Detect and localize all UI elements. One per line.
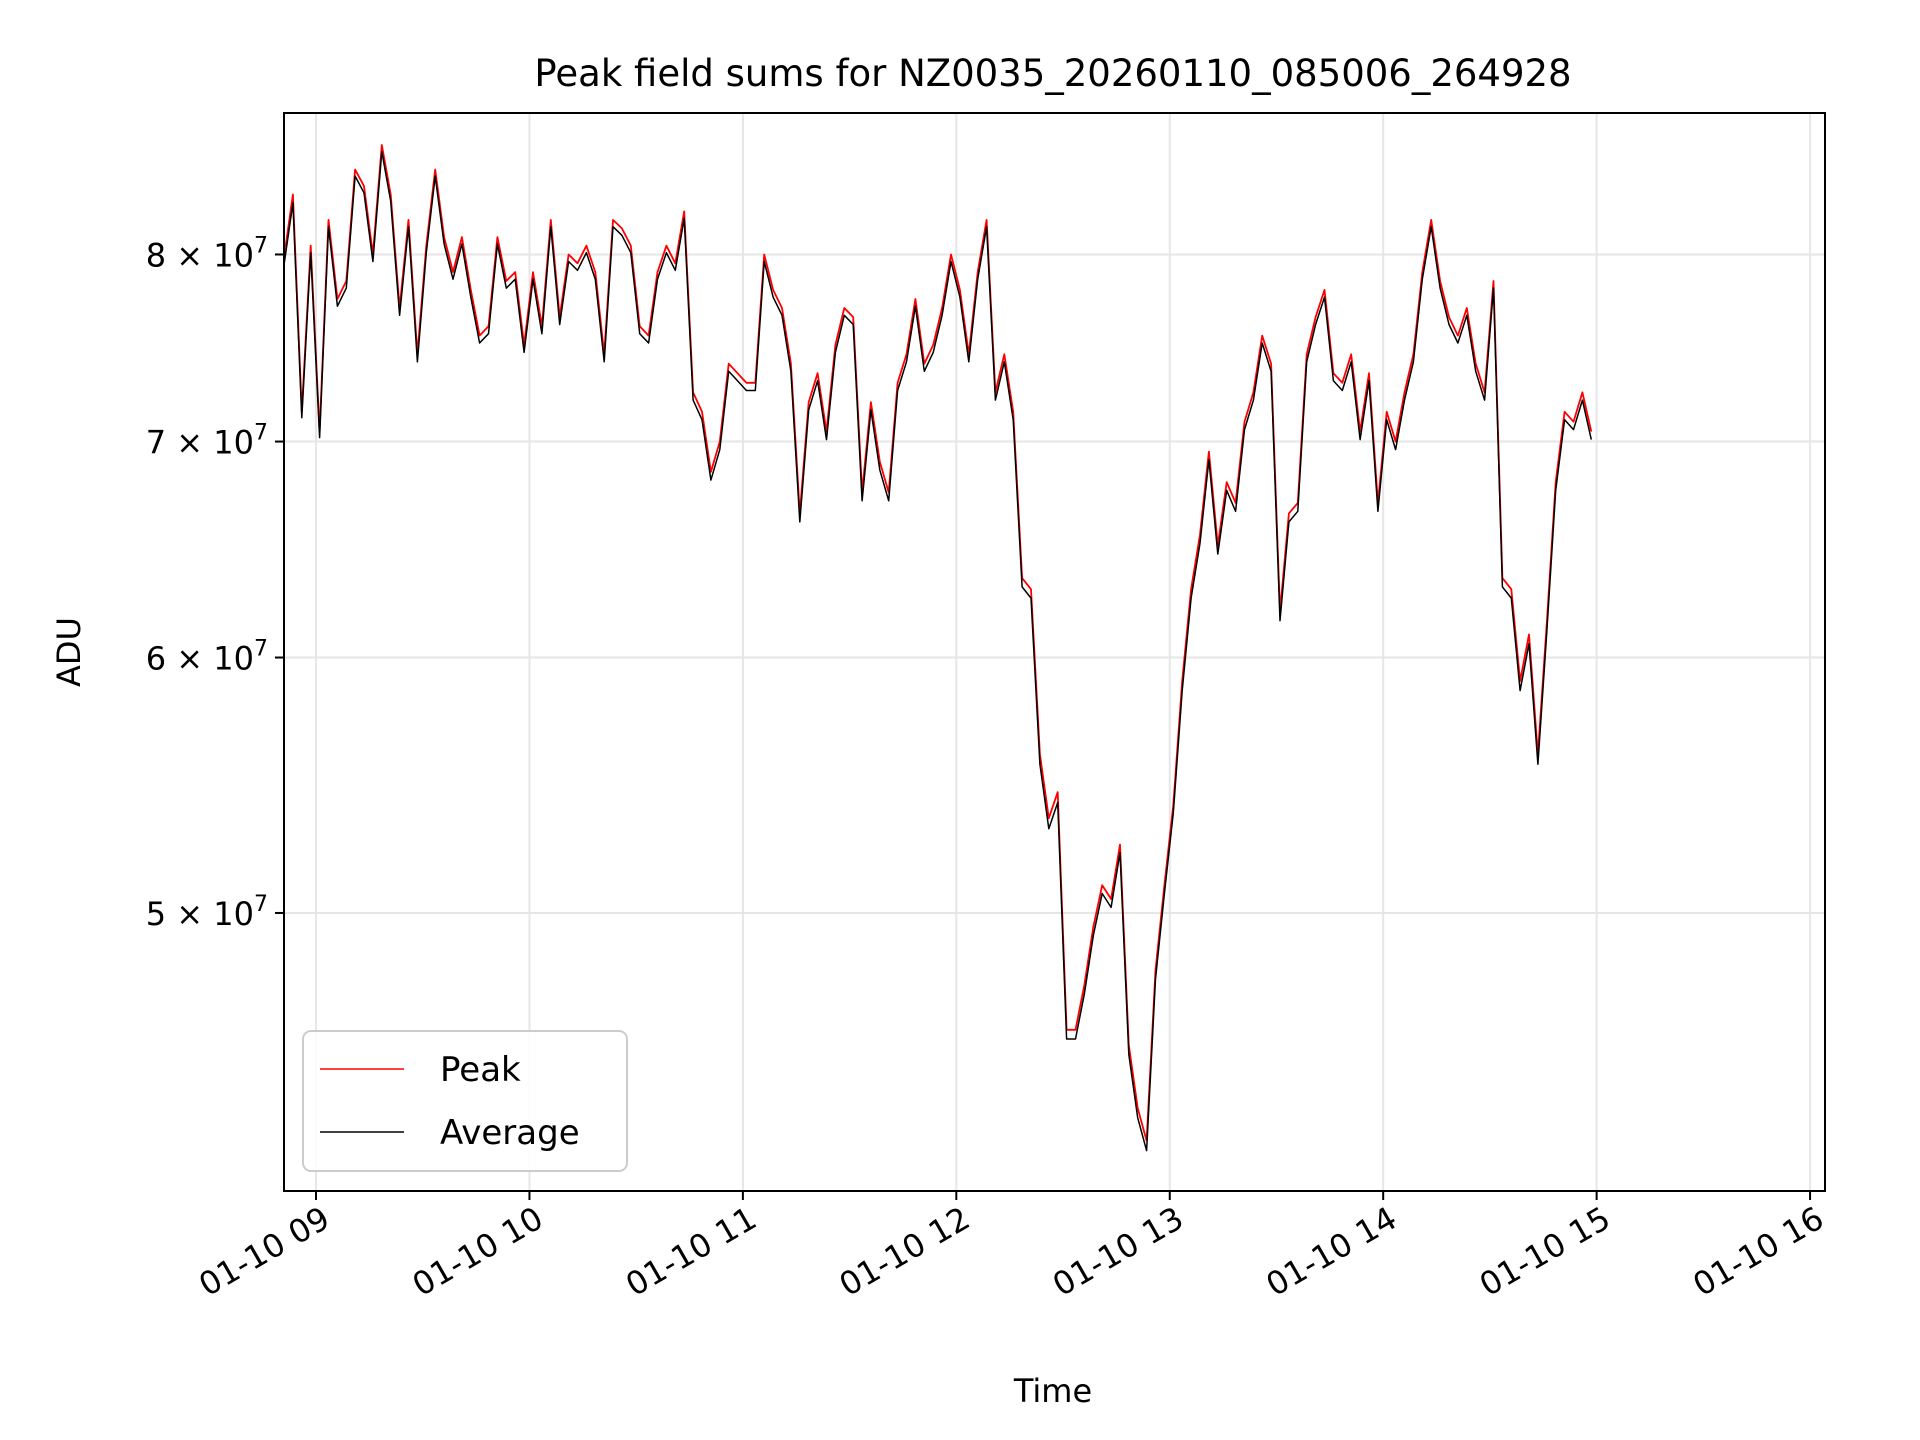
legend-label-average: Average [440,1113,580,1153]
y-tick-label: 5 × 107 [146,892,268,933]
series-layer [284,144,1593,1152]
y-tick-exponent: 7 [254,892,268,917]
plot-frame [283,112,1826,1192]
y-tick-mantissa: 5 × 10 [146,895,254,933]
y-tick-label: 6 × 107 [146,637,268,678]
legend-box [302,1030,628,1172]
y-axis-label: ADU [50,617,88,687]
legend-label-peak: Peak [440,1050,521,1090]
y-tick-mantissa: 8 × 10 [146,236,254,274]
series-line-average [284,150,1593,1152]
y-tick-mantissa: 6 × 10 [146,640,254,678]
chart-title: Peak field sums for NZ0035_20260110_0850… [534,52,1571,95]
y-tick-exponent: 7 [254,421,268,446]
x-axis-label: Time [1013,1372,1092,1410]
grid [284,113,1825,1191]
y-tick-label: 7 × 107 [146,421,268,462]
y-tick-exponent: 7 [254,637,268,662]
legend: Peak Average [302,1030,628,1172]
y-tick-exponent: 7 [254,233,268,258]
y-tick-label: 8 × 107 [146,233,268,274]
y-tick-mantissa: 7 × 10 [146,424,254,462]
